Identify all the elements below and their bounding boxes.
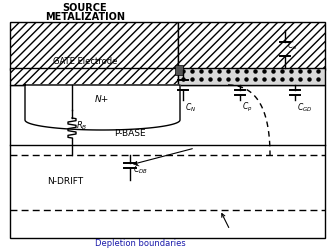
Text: GATE Electrode: GATE Electrode <box>53 58 117 66</box>
Text: $C_{DB}$: $C_{DB}$ <box>133 164 148 176</box>
Bar <box>178 68 325 85</box>
Text: N+: N+ <box>95 96 109 104</box>
Text: Depletion boundaries: Depletion boundaries <box>95 238 185 248</box>
Bar <box>10 68 178 85</box>
Text: P-BASE: P-BASE <box>114 128 146 138</box>
Bar <box>178 22 325 70</box>
Text: $C_{GD}$: $C_{GD}$ <box>297 101 312 114</box>
Bar <box>10 22 178 70</box>
Text: $C_N$: $C_N$ <box>185 101 196 114</box>
Text: $C_o$: $C_o$ <box>287 40 297 52</box>
Bar <box>10 85 325 238</box>
Text: METALIZATION: METALIZATION <box>45 12 125 22</box>
Text: SOURCE: SOURCE <box>63 3 107 13</box>
Polygon shape <box>25 85 180 130</box>
Bar <box>175 65 183 75</box>
Text: $C_p$: $C_p$ <box>242 101 252 114</box>
Text: $R_B$: $R_B$ <box>76 120 87 132</box>
Text: N-DRIFT: N-DRIFT <box>47 178 83 186</box>
